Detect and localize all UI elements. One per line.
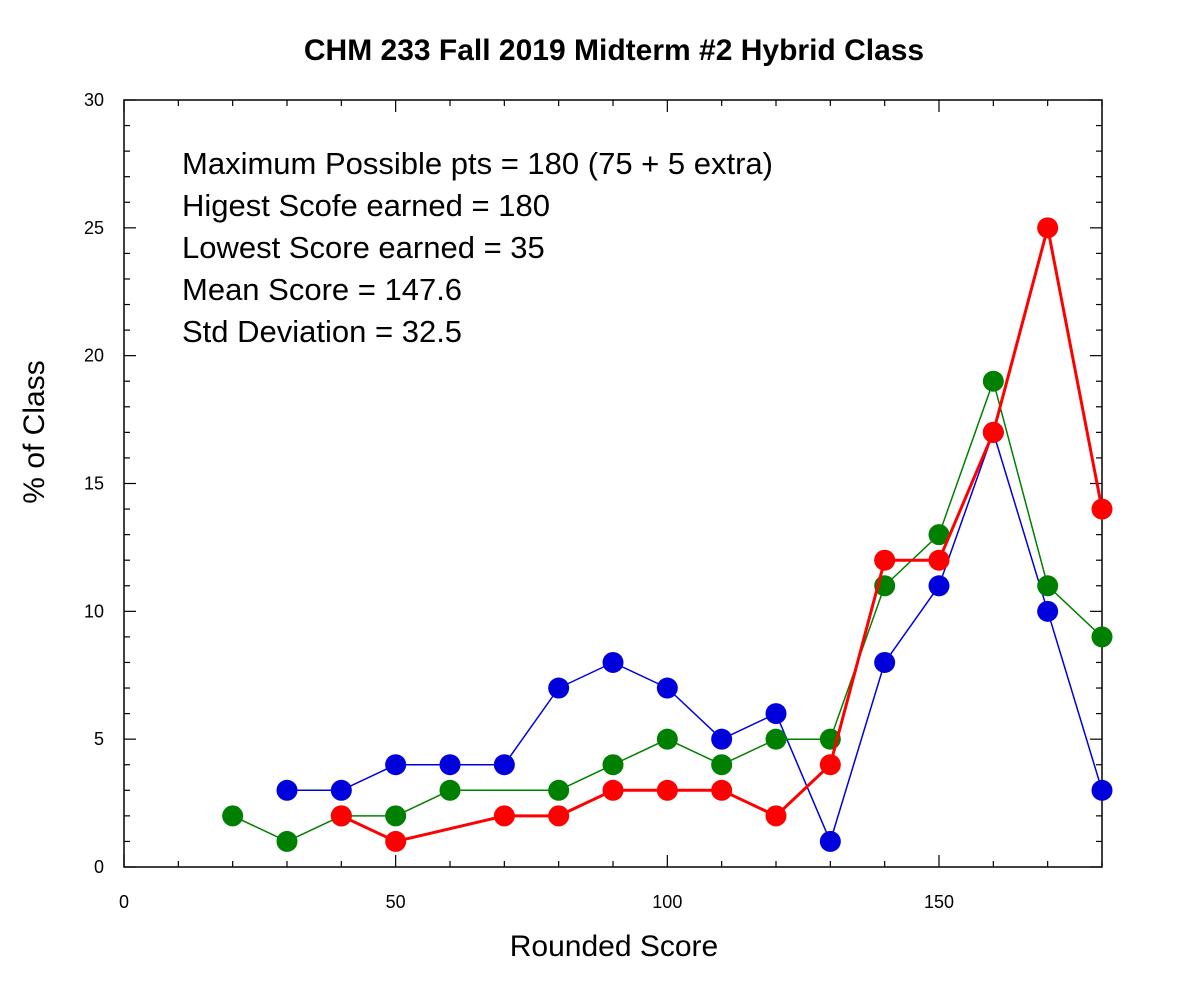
data-point [874, 651, 896, 673]
data-point [928, 575, 950, 597]
data-point [276, 830, 298, 852]
series-layer [222, 217, 1113, 852]
data-point [765, 703, 787, 725]
data-point [385, 754, 407, 776]
data-point [1037, 575, 1059, 597]
x-tick-label: 100 [652, 892, 682, 912]
series-2 [222, 370, 1113, 852]
data-point [548, 677, 570, 699]
data-point [385, 805, 407, 827]
annotation-line: Std Deviation = 32.5 [182, 314, 462, 349]
annotation-line: Maximum Possible pts = 180 (75 + 5 extra… [182, 146, 773, 181]
data-point [276, 779, 298, 801]
data-point [819, 830, 841, 852]
data-point [874, 549, 896, 571]
data-point [1091, 626, 1113, 648]
axis-ticks: 0 50 100 150 0 5 10 15 20 25 30 [84, 90, 1103, 912]
y-tick-label: 20 [84, 346, 104, 366]
data-point [1037, 600, 1059, 622]
y-tick-label: 15 [84, 474, 104, 494]
data-point [711, 728, 733, 750]
data-point [222, 805, 244, 827]
data-point [765, 805, 787, 827]
data-point [656, 677, 678, 699]
data-point [1091, 498, 1113, 520]
data-point [385, 830, 407, 852]
data-point [548, 805, 570, 827]
data-point [982, 370, 1004, 392]
annotation-line: Lowest Score earned = 35 [182, 230, 545, 265]
y-tick-label: 5 [94, 729, 104, 749]
annotation-block: Maximum Possible pts = 180 (75 + 5 extra… [182, 146, 773, 349]
data-point [602, 651, 624, 673]
data-point [711, 754, 733, 776]
series-1 [276, 421, 1113, 852]
series-line [232, 380, 1103, 843]
x-axis-label: Rounded Score [510, 930, 718, 963]
data-point [439, 754, 461, 776]
x-tick-label: 50 [386, 892, 406, 912]
data-point [1037, 217, 1059, 239]
annotation-line: Mean Score = 147.6 [182, 272, 462, 307]
data-point [1091, 779, 1113, 801]
data-point [711, 779, 733, 801]
data-point [819, 754, 841, 776]
data-point [928, 549, 950, 571]
data-point [493, 754, 515, 776]
data-point [765, 728, 787, 750]
data-point [330, 805, 352, 827]
series-3 [330, 217, 1113, 852]
y-tick-label: 30 [84, 90, 104, 110]
y-tick-label: 25 [84, 218, 104, 238]
data-point [493, 805, 515, 827]
series-line [287, 431, 1103, 843]
y-tick-label: 10 [84, 601, 104, 621]
data-point [928, 524, 950, 546]
data-point [656, 779, 678, 801]
data-point [602, 779, 624, 801]
chart-title: CHM 233 Fall 2019 Midterm #2 Hybrid Clas… [304, 34, 924, 67]
y-axis-label: % of Class [18, 360, 51, 503]
x-tick-label: 150 [924, 892, 954, 912]
data-point [982, 421, 1004, 443]
x-tick-label: 0 [119, 892, 129, 912]
data-point [439, 779, 461, 801]
data-point [656, 728, 678, 750]
data-point [602, 754, 624, 776]
y-tick-label: 0 [94, 857, 104, 877]
annotation-line: Higest Scofe earned = 180 [182, 188, 550, 223]
data-point [330, 779, 352, 801]
data-point [548, 779, 570, 801]
